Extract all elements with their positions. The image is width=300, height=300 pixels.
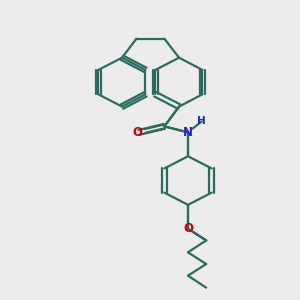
Text: N: N bbox=[183, 126, 193, 139]
Text: O: O bbox=[183, 222, 193, 235]
Text: H: H bbox=[197, 116, 206, 127]
Text: O: O bbox=[132, 126, 142, 139]
